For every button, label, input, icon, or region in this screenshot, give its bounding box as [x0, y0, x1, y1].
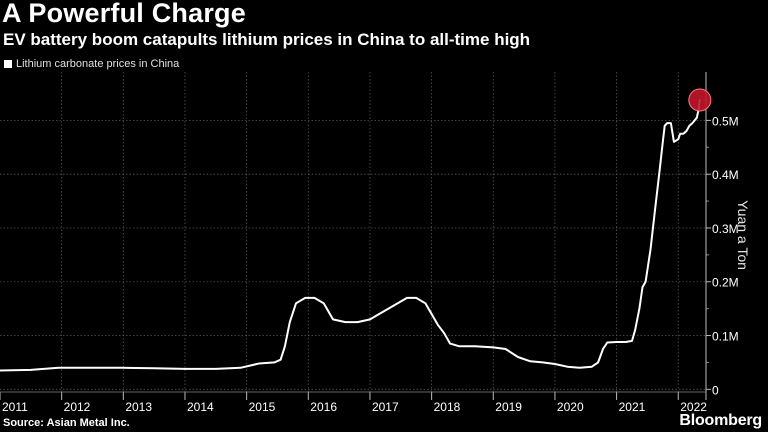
y-tick-label: 0.4M [712, 168, 739, 182]
x-tick-label: 2012 [64, 400, 91, 414]
bloomberg-logo: Bloomberg [679, 412, 762, 429]
latest-point-marker [688, 88, 712, 112]
series-line [0, 99, 701, 372]
legend-swatch [4, 60, 12, 68]
series-layer [0, 99, 701, 372]
chart-subtitle: EV battery boom catapults lithium prices… [3, 30, 531, 49]
x-tick-label: 2017 [372, 400, 399, 414]
y-tick-label: 0.5M [712, 114, 739, 128]
y-tick-label: 0.2M [712, 276, 739, 290]
x-tick-label: 2020 [557, 400, 584, 414]
y-tick-label: 0.3M [712, 222, 739, 236]
y-tick-label: 0 [712, 383, 719, 397]
source-note: Source: Asian Metal Inc. [3, 417, 130, 429]
x-tick-label: 2016 [310, 400, 337, 414]
chart-title: A Powerful Charge [2, 0, 246, 28]
legend-label: Lithium carbonate prices in China [16, 58, 180, 70]
y-axis-label: Yuan a Ton [735, 200, 751, 270]
y-tick-label: 0.1M [712, 330, 739, 344]
x-tick-label: 2014 [187, 400, 214, 414]
x-tick-label: 2019 [495, 400, 522, 414]
y-axis: 0 0.1M 0.2M 0.3M 0.4M 0.5M [705, 72, 739, 397]
x-tick-label: 2018 [434, 400, 461, 414]
x-tick-label: 2013 [125, 400, 152, 414]
x-tick-label: 2022 [680, 400, 707, 414]
x-tick-label: 2011 [2, 400, 28, 414]
x-tick-label: 2021 [619, 400, 646, 414]
x-axis: 2011 2012 2013 2014 2015 2016 2017 2018 2019 2020… [0, 391, 707, 414]
x-tick-label: 2015 [249, 400, 276, 414]
highlight-layer [688, 88, 712, 112]
legend: Lithium carbonate prices in China [4, 58, 179, 70]
grid [0, 72, 706, 392]
